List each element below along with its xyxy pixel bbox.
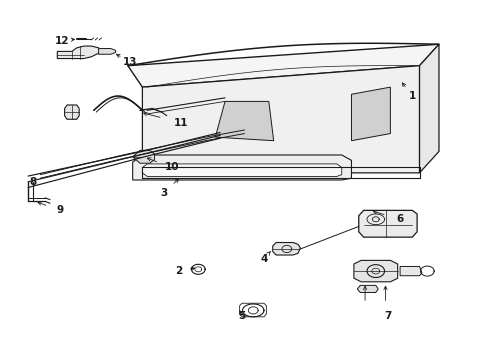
Polygon shape — [399, 266, 421, 276]
Text: 13: 13 — [123, 57, 137, 67]
Text: 12: 12 — [55, 36, 69, 46]
Text: 1: 1 — [408, 91, 415, 101]
Polygon shape — [215, 102, 273, 141]
Polygon shape — [419, 44, 438, 173]
Text: 3: 3 — [161, 188, 167, 198]
Text: 9: 9 — [56, 205, 63, 215]
Polygon shape — [132, 150, 154, 163]
Text: 10: 10 — [164, 162, 179, 172]
Text: 6: 6 — [396, 214, 403, 224]
Polygon shape — [127, 44, 438, 87]
Polygon shape — [142, 66, 419, 173]
Polygon shape — [132, 155, 351, 180]
Text: 11: 11 — [174, 118, 188, 128]
Polygon shape — [358, 210, 416, 237]
Polygon shape — [142, 164, 341, 176]
Text: 7: 7 — [384, 311, 391, 321]
Text: 8: 8 — [29, 177, 37, 187]
Polygon shape — [57, 46, 101, 59]
Polygon shape — [351, 87, 389, 141]
Text: 5: 5 — [238, 311, 245, 321]
Polygon shape — [99, 49, 116, 54]
Polygon shape — [272, 243, 300, 255]
Polygon shape — [64, 105, 79, 119]
Polygon shape — [357, 285, 377, 293]
Text: 4: 4 — [260, 253, 267, 264]
Text: 2: 2 — [175, 266, 182, 276]
Polygon shape — [353, 260, 397, 282]
